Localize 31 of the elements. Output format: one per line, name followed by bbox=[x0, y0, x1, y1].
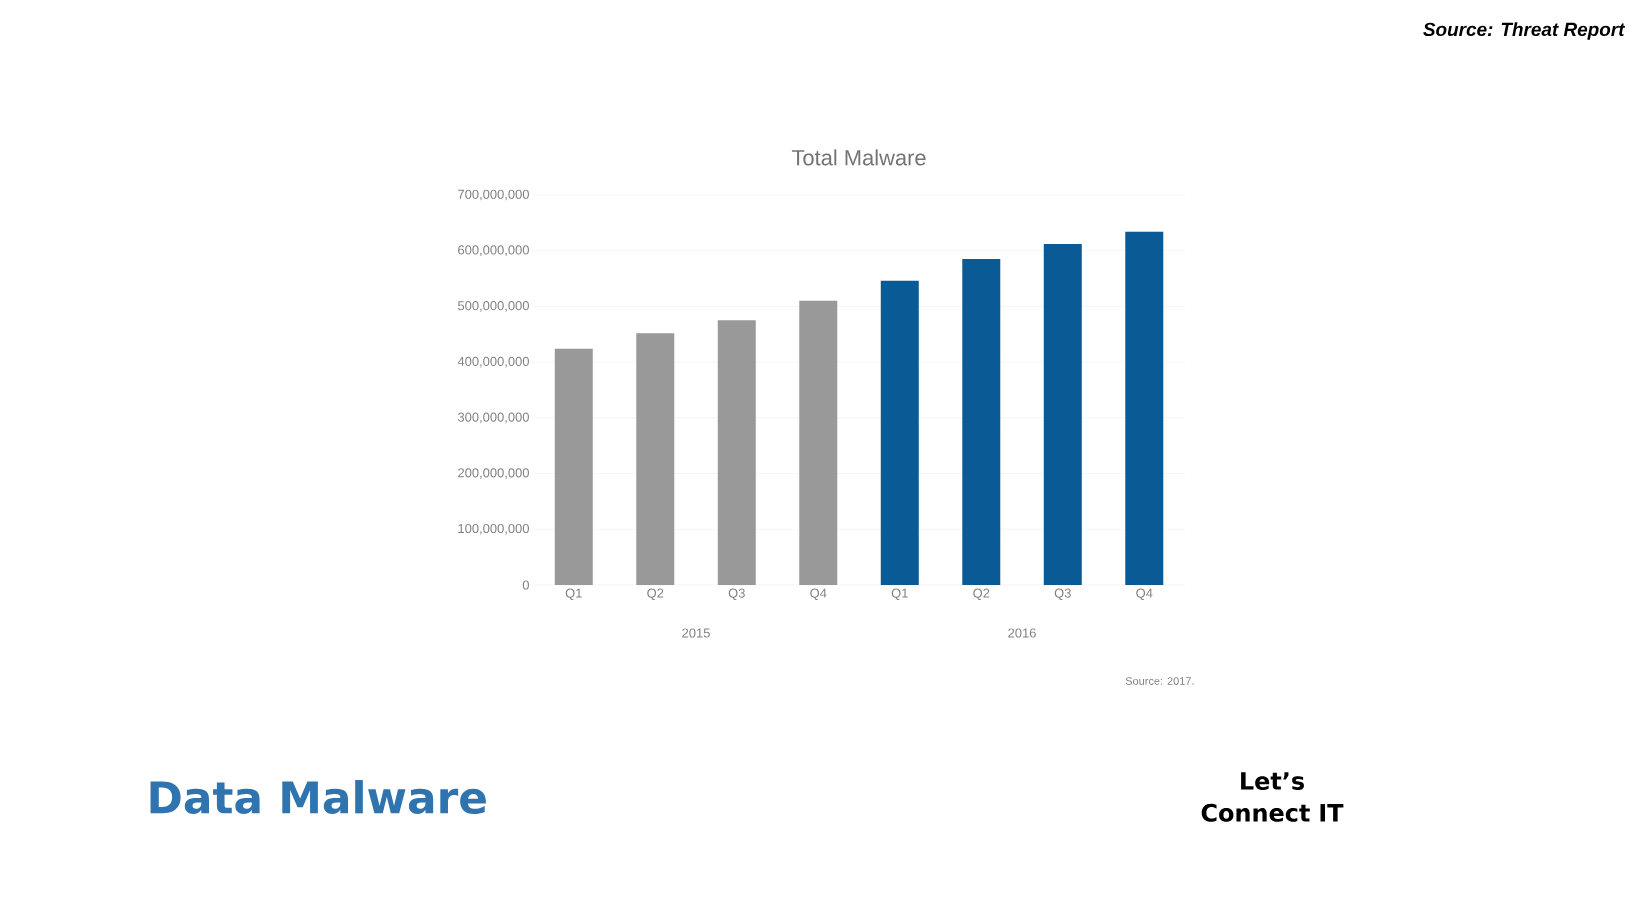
y-tick-label: 300,000,000 bbox=[457, 412, 529, 424]
bar bbox=[880, 280, 919, 585]
chart-title: Total Malware bbox=[791, 149, 926, 166]
bar bbox=[554, 348, 593, 585]
bar bbox=[1043, 244, 1082, 585]
y-tick-label: 200,000,000 bbox=[458, 468, 529, 479]
text: 2016 bbox=[1008, 628, 1036, 638]
source-note: Source: Threat Report bbox=[1423, 22, 1626, 40]
x-tick-label: Q3 bbox=[1054, 588, 1071, 601]
bar bbox=[636, 333, 675, 585]
x-tick-label: Q4 bbox=[810, 588, 827, 601]
bar bbox=[1125, 231, 1164, 585]
x-tick-label: Q4 bbox=[1136, 588, 1153, 601]
bar bbox=[717, 320, 756, 585]
text: Data Malware bbox=[150, 780, 486, 814]
y-tick-label: 100,000,000 bbox=[458, 523, 529, 535]
y-tick-label: 400,000,000 bbox=[457, 356, 529, 368]
x-tick-label: Q2 bbox=[647, 588, 664, 601]
bar bbox=[962, 259, 1001, 585]
x-tick-label: Q1 bbox=[565, 588, 582, 601]
text: 2015 bbox=[682, 628, 710, 638]
bar bbox=[799, 300, 838, 585]
y-tick-label: 500,000,000 bbox=[457, 301, 529, 312]
y-tick-label: 700,000,000 bbox=[458, 189, 529, 201]
text: Let’s Connect IT bbox=[1201, 772, 1344, 822]
x-tick-label: Q2 bbox=[973, 588, 990, 601]
x-tick-label: Q1 bbox=[891, 588, 908, 601]
y-tick-label: 0 bbox=[522, 580, 529, 590]
source-note: Source: 2017. bbox=[1125, 677, 1194, 685]
y-tick-label: 600,000,000 bbox=[458, 245, 529, 257]
x-tick-label: Q3 bbox=[728, 588, 745, 601]
